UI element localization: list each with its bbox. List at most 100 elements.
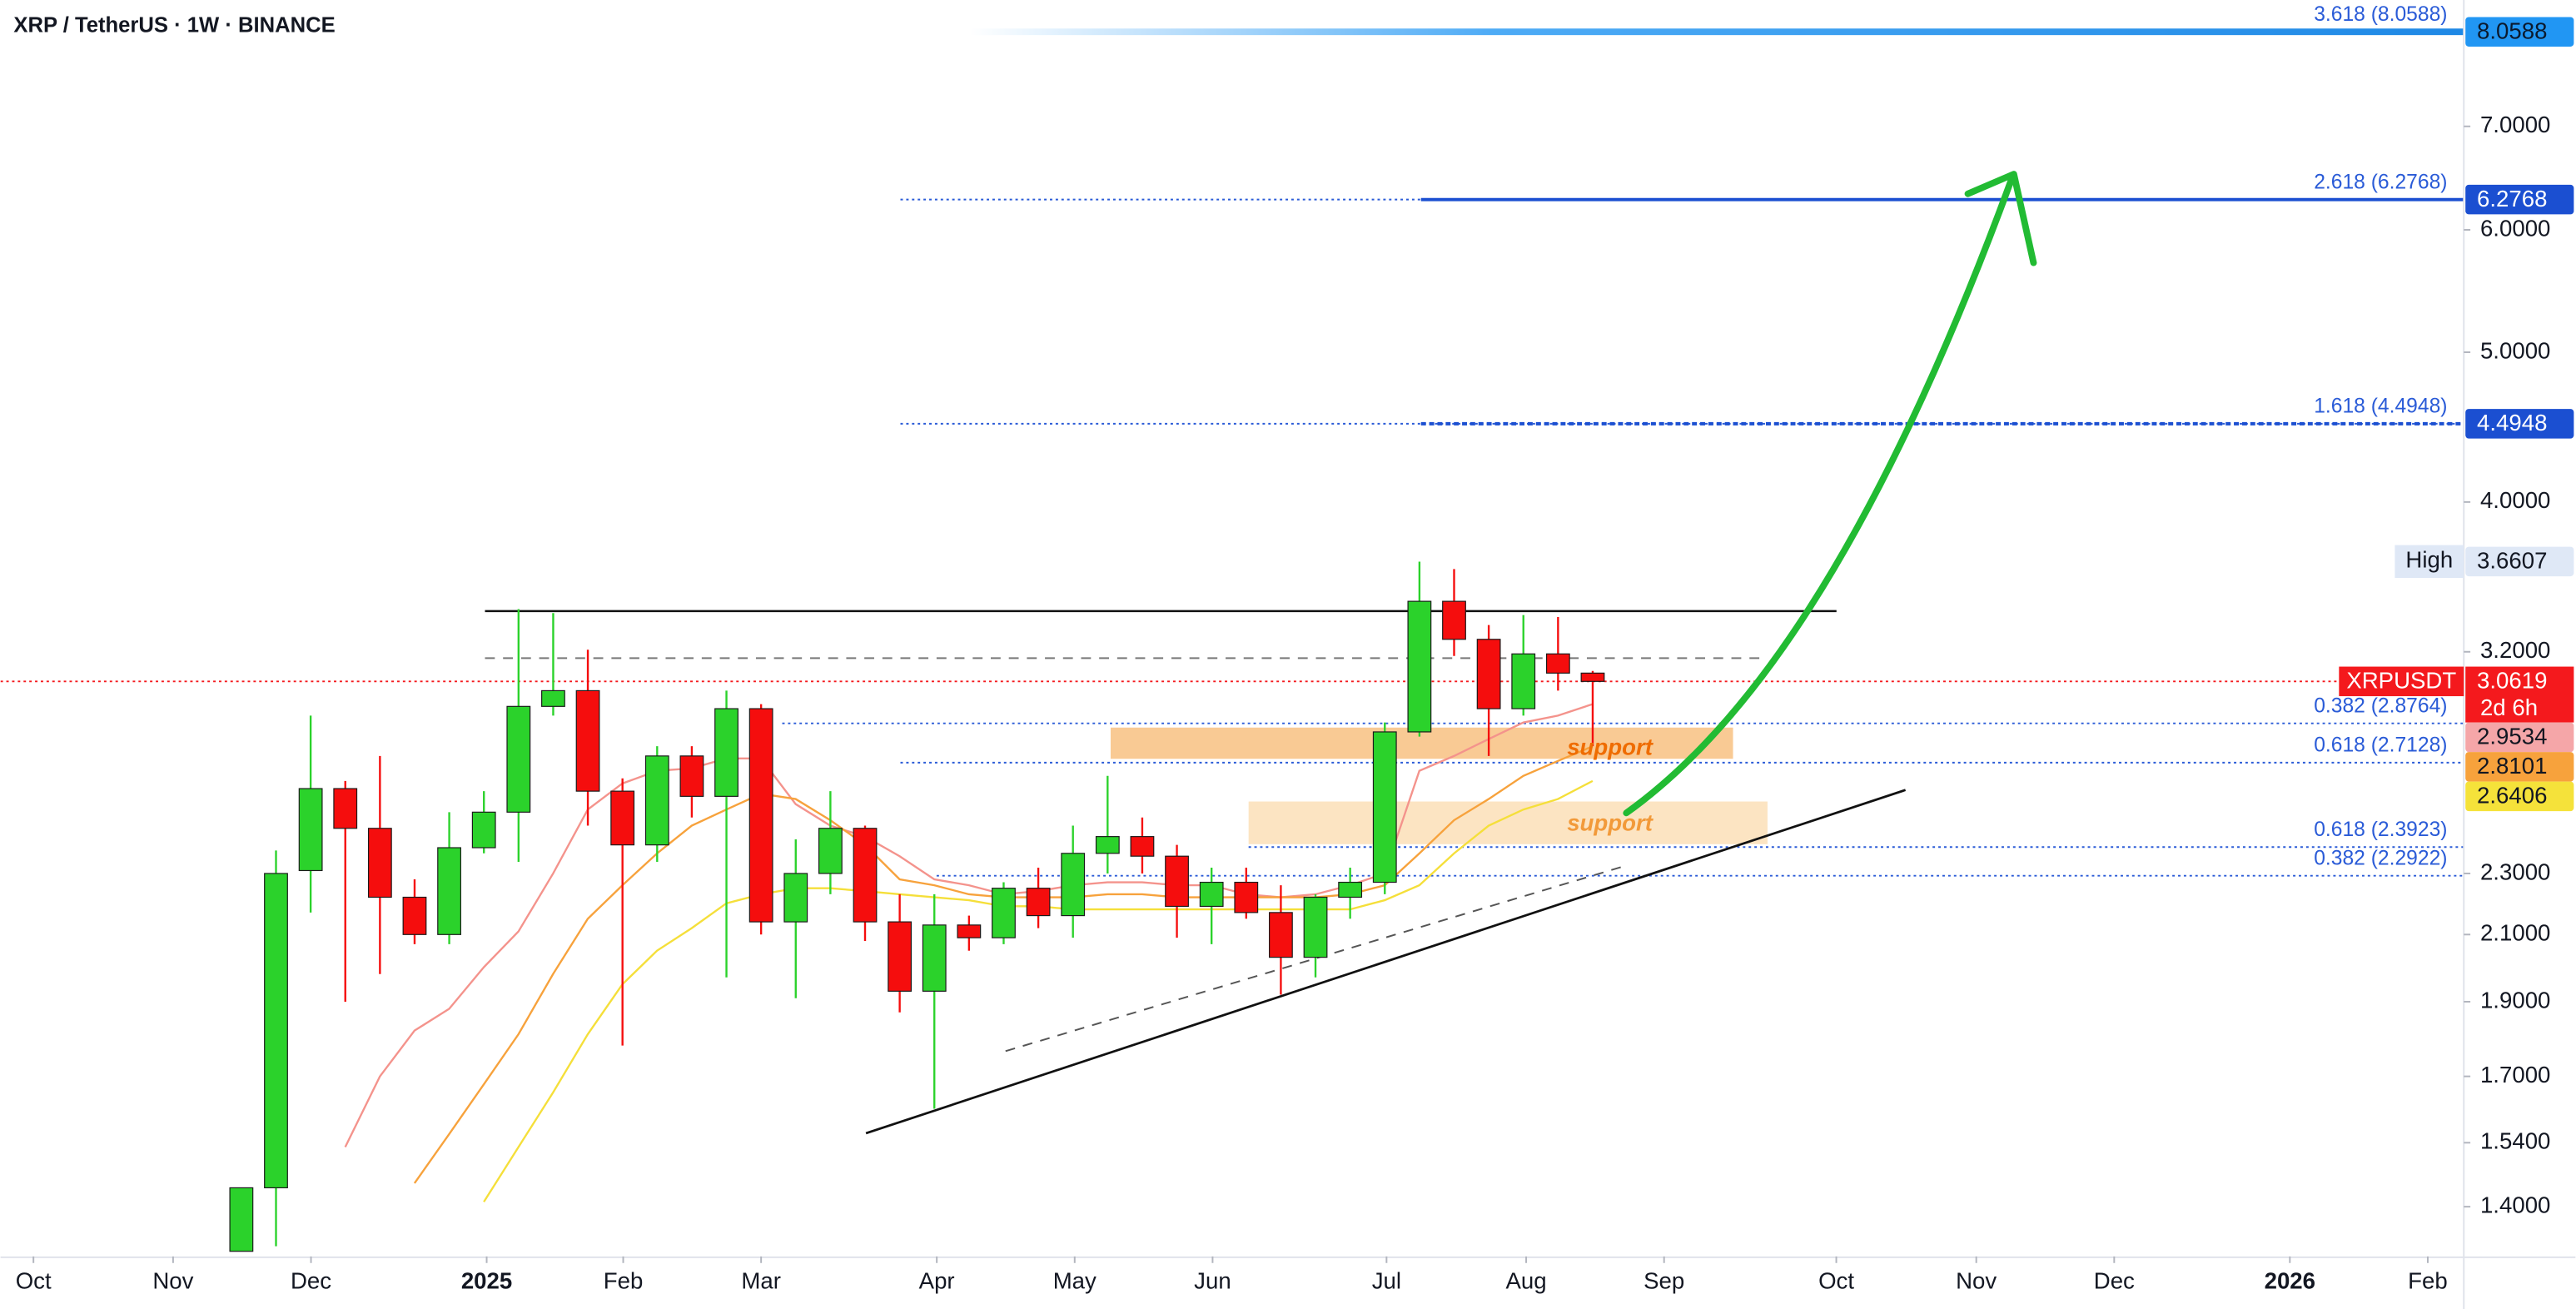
candle-body — [1476, 639, 1501, 709]
price-badge — [2465, 17, 2574, 47]
support-zone — [1248, 801, 1768, 844]
x-tick-label: Mar — [741, 1268, 781, 1294]
candle-body — [922, 924, 947, 992]
price-badge-label: 8.0588 — [2477, 17, 2547, 43]
x-tick-label: Feb — [604, 1268, 644, 1294]
candle-body — [818, 828, 843, 874]
x-tick-label: 2026 — [2265, 1268, 2315, 1294]
candle-body — [1199, 881, 1224, 908]
price-badge-label: 2.9534 — [2477, 724, 2547, 749]
price-badge-label: 4.4948 — [2477, 410, 2547, 436]
candle-body — [1511, 653, 1536, 709]
candle-body — [748, 708, 773, 923]
fib-label: 2.618 (6.2768) — [2314, 171, 2447, 193]
price-badge — [2465, 722, 2574, 753]
y-tick-label: 5.0000 — [2480, 337, 2550, 363]
candle-body — [1026, 888, 1051, 917]
x-tick-label: Jul — [1372, 1268, 1401, 1294]
candle-body — [1130, 836, 1155, 857]
price-badge — [2465, 409, 2574, 439]
candle-body — [471, 811, 496, 849]
candle-body — [229, 1187, 254, 1252]
arrow-head — [1964, 171, 2037, 266]
projection-arrow — [1623, 174, 2016, 817]
fib-level — [969, 28, 2464, 36]
candle-body — [992, 888, 1016, 938]
price-badge — [2465, 752, 2574, 782]
trend-line — [865, 789, 1907, 1135]
fib-label: 1.618 (4.4948) — [2314, 396, 2447, 418]
x-tick-label: Dec — [291, 1268, 331, 1294]
candle-body — [853, 828, 878, 923]
candle-body — [1372, 731, 1397, 883]
candle-body — [1234, 881, 1259, 913]
price-badge — [2465, 781, 2574, 812]
candle-body — [1580, 672, 1605, 682]
y-tick-label: 1.4000 — [2480, 1192, 2550, 1217]
candle-body — [679, 755, 704, 797]
y-tick-label: 4.0000 — [2480, 487, 2550, 513]
candle-body — [264, 873, 288, 1189]
candle-body — [1165, 855, 1189, 908]
candle-body — [402, 896, 427, 935]
x-tick-label: Dec — [2094, 1268, 2135, 1294]
y-tick-label: 3.2000 — [2480, 637, 2550, 663]
x-tick-label: Apr — [919, 1268, 955, 1294]
current-price-label: 3.0619 — [2477, 668, 2547, 694]
candle-body — [1303, 896, 1328, 958]
fib-label: 0.618 (2.7128) — [2314, 734, 2447, 757]
drawings — [865, 789, 1907, 1135]
y-tick-label: 1.7000 — [2480, 1062, 2550, 1088]
candle-body — [1061, 853, 1086, 917]
x-tick-label: Oct — [1818, 1268, 1854, 1294]
candle-body — [298, 788, 323, 872]
y-tick-label: 7.0000 — [2480, 112, 2550, 137]
candle-body — [367, 828, 392, 898]
x-tick-label: Nov — [1956, 1268, 1997, 1294]
candles — [229, 561, 1605, 1252]
candle-body — [333, 788, 358, 829]
price-badge-label: 6.2768 — [2477, 186, 2547, 212]
fib-label: 0.618 (2.3923) — [2314, 819, 2447, 841]
candle-body — [714, 708, 738, 797]
candle-body — [437, 847, 461, 935]
zones — [1110, 727, 1768, 844]
chart-title: XRP / TetherUS · 1W · BINANCE — [13, 13, 335, 37]
zone-label: support — [1567, 734, 1654, 760]
y-tick-label: 2.3000 — [2480, 859, 2550, 884]
support-zone — [1110, 727, 1733, 759]
high-tag — [2394, 545, 2464, 579]
annotations: support support — [1567, 171, 2037, 835]
y-tick-label: 1.9000 — [2480, 987, 2550, 1013]
price-badge-label: 3.6607 — [2477, 548, 2547, 574]
high-tag-label: High — [2405, 547, 2453, 573]
x-tick-label: May — [1053, 1268, 1097, 1294]
price-badge — [2465, 184, 2574, 215]
candle-body — [644, 755, 669, 846]
candle-body — [1269, 912, 1293, 958]
axes: 7.0000 6.0000 5.0000 4.0000 3.2000 2.3000 2.10… — [16, 17, 2574, 1294]
zone-label: support — [1567, 809, 1654, 835]
symbol-tag-label: XRPUSDT — [2346, 668, 2456, 694]
price-badge-label: 2.8101 — [2477, 753, 2547, 779]
x-tick-label: Feb — [2408, 1268, 2448, 1294]
y-tick-label: 1.5400 — [2480, 1128, 2550, 1154]
x-tick-label: 2025 — [461, 1268, 512, 1294]
price-badge-label: 2.6406 — [2477, 783, 2547, 809]
candle-body — [957, 924, 982, 938]
candle-body — [1407, 600, 1432, 733]
x-tick-label: Sep — [1644, 1268, 1684, 1294]
x-tick-label: Nov — [152, 1268, 193, 1294]
candle-body — [1442, 600, 1466, 640]
candle-body — [610, 790, 635, 846]
x-tick-label: Jun — [1194, 1268, 1231, 1294]
candle-body — [1545, 653, 1570, 674]
countdown-label: 2d 6h — [2480, 694, 2538, 720]
symbol-tag — [2339, 666, 2464, 697]
candle-body — [1095, 836, 1120, 854]
current-price-badge — [2465, 666, 2574, 723]
y-tick-label: 6.0000 — [2480, 215, 2550, 241]
